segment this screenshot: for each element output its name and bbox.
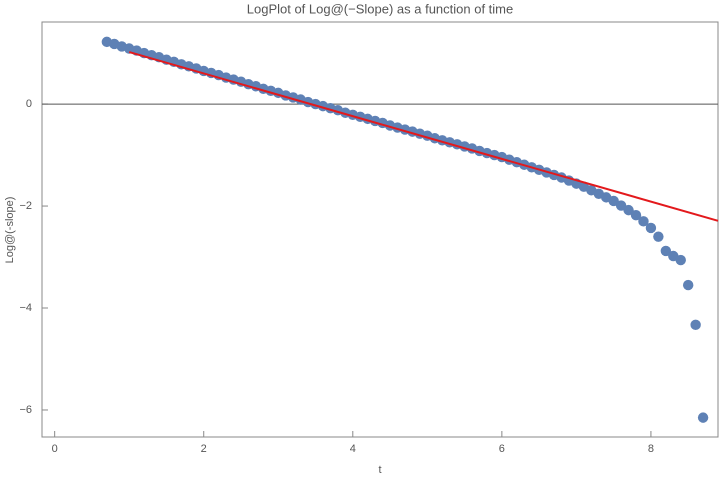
plot-frame [41,21,719,438]
data-point [682,279,694,291]
data-point [653,231,664,242]
chart-title: LogPlot of Log@(−Slope) as a function of… [247,1,514,16]
data-point [623,204,634,216]
x-tick-label: 2 [201,443,207,455]
fit-line [128,51,719,222]
data-point [697,412,709,423]
data-point [675,254,686,266]
data-point [638,216,649,227]
y-axis-label: Log@(-slope) [4,197,16,264]
y-tick-label: 0 [26,98,32,110]
data-point [645,222,657,234]
x-axis-label: t [378,464,381,476]
data-point [615,200,627,211]
x-tick-label: 0 [52,443,58,455]
x-tick-label: 6 [499,443,505,455]
data-point [660,245,672,257]
y-tick-label: −6 [19,404,32,416]
x-tick-label: 4 [350,443,356,455]
data-point [690,319,701,331]
y-tick-label: −2 [19,200,32,212]
y-tick-label: −4 [19,302,32,314]
x-tick-label: 8 [648,443,654,455]
data-point [608,195,619,207]
data-point [630,210,642,221]
